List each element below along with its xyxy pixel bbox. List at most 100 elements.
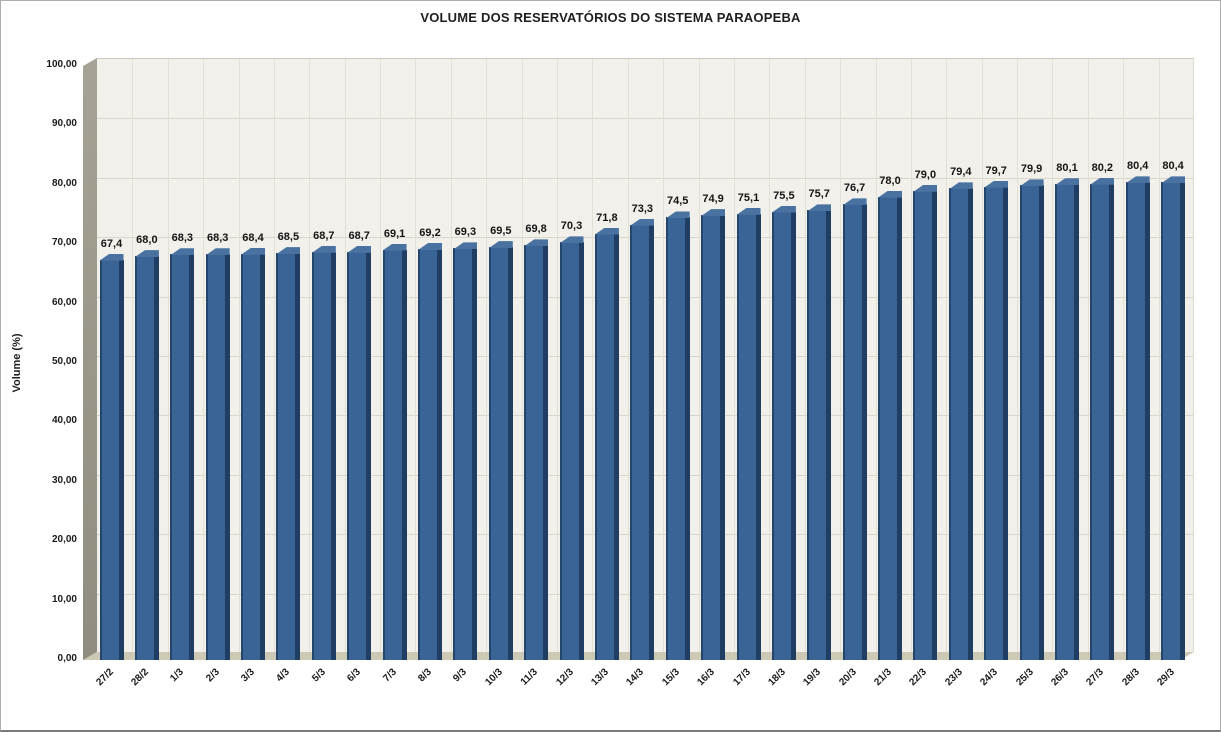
bar-top-face: [241, 247, 265, 255]
bar-top-face: [99, 253, 124, 261]
category-separator: [982, 59, 983, 652]
bar-top-face: [1125, 176, 1150, 184]
category-separator: [840, 59, 841, 652]
data-label: 79,9: [1020, 163, 1043, 176]
bar-front-face: [807, 210, 832, 660]
data-label: 79,0: [914, 168, 937, 181]
bar: [665, 211, 690, 660]
y-tick-label: 80,00: [51, 177, 77, 189]
bar: [594, 227, 619, 660]
bar-top-face: [134, 250, 159, 258]
data-label: 69,8: [525, 223, 547, 236]
bar: [170, 248, 195, 660]
bar-front-face: [701, 215, 726, 660]
data-label: 79,4: [950, 166, 972, 179]
bar-front-face: [347, 251, 372, 660]
data-label: 76,7: [843, 182, 866, 195]
data-label: 69,1: [383, 227, 406, 240]
bar: [984, 180, 1009, 660]
category-separator: [1159, 59, 1160, 652]
data-label: 67,4: [100, 237, 123, 250]
data-label: 68,7: [313, 229, 335, 242]
bar: [382, 243, 407, 660]
bar-front-face: [1019, 185, 1044, 660]
y-tick-label: 100,00: [46, 59, 77, 70]
bar-front-face: [1055, 184, 1079, 660]
bar: [134, 250, 159, 660]
bar-front-face: [382, 249, 407, 660]
x-tick-label: 12/3: [553, 666, 576, 689]
bar-front-face: [630, 224, 655, 660]
category-separator: [1017, 59, 1018, 652]
y-tick-label: 0,00: [57, 653, 77, 664]
x-tick-label: 3/3: [239, 666, 257, 685]
bar-top-face: [170, 248, 195, 256]
bar-front-face: [311, 251, 336, 660]
category-separator: [1088, 59, 1089, 652]
category-separator: [805, 59, 806, 652]
bar: [771, 205, 796, 660]
bar: [1090, 177, 1115, 660]
category-separator: [1123, 59, 1124, 652]
x-tick-label: 4/3: [274, 666, 293, 685]
y-tick-label: 60,00: [51, 296, 77, 308]
bar-top-face: [701, 209, 726, 217]
category-separator: [309, 59, 310, 652]
bar-front-face: [913, 190, 938, 660]
bar-front-face: [453, 248, 478, 660]
category-separator: [592, 59, 593, 652]
bar-front-face: [1161, 182, 1186, 660]
bar: [913, 184, 938, 660]
data-label: 75,7: [808, 188, 830, 201]
x-tick-label: 21/3: [872, 666, 894, 689]
x-tick-label: 25/3: [1013, 666, 1036, 689]
data-label: 68,5: [277, 231, 300, 244]
data-label: 74,9: [702, 193, 724, 206]
bar-front-face: [1125, 182, 1150, 660]
bar-front-face: [878, 196, 902, 660]
x-tick-label: 10/3: [483, 666, 505, 689]
bar-top-face: [913, 184, 938, 192]
bar-front-face: [418, 248, 442, 660]
bar-top-face: [736, 207, 761, 215]
data-label: 69,5: [490, 225, 512, 238]
data-label: 79,7: [985, 164, 1007, 177]
y-tick-label: 10,00: [51, 593, 77, 605]
data-label: 75,1: [737, 191, 760, 204]
data-label: 68,0: [136, 234, 158, 247]
y-tick-label: 20,00: [51, 534, 77, 546]
x-tick-label: 20/3: [836, 666, 859, 689]
bar-top-face: [382, 243, 407, 251]
bar: [524, 239, 549, 660]
data-label: 68,3: [171, 232, 193, 245]
x-tick-label: 16/3: [695, 666, 717, 689]
bar: [948, 182, 973, 660]
bar-front-face: [948, 188, 973, 660]
y-tick-label: 70,00: [51, 237, 77, 249]
x-tick-label: 6/3: [345, 666, 364, 685]
gridline: [97, 177, 1193, 179]
bar-top-face: [453, 242, 478, 250]
category-separator: [769, 59, 770, 652]
x-tick-label: 28/3: [1120, 666, 1142, 689]
bar-front-face: [205, 254, 230, 660]
bar-top-face: [878, 190, 902, 198]
x-tick-label: 27/2: [93, 666, 116, 689]
x-tick-label: 22/3: [907, 666, 930, 689]
plot-side-wall: [83, 58, 97, 660]
bar: [241, 247, 265, 660]
x-tick-label: 5/3: [310, 666, 328, 685]
x-tick-label: 1/3: [168, 666, 187, 685]
category-separator: [345, 59, 346, 652]
bar: [842, 198, 867, 660]
data-label: 73,3: [631, 202, 653, 215]
bar-front-face: [241, 253, 265, 660]
bar-top-face: [807, 204, 832, 212]
bar: [1161, 176, 1186, 660]
bar: [205, 248, 230, 660]
bar: [736, 207, 761, 660]
x-tick-label: 9/3: [451, 666, 470, 685]
bar-front-face: [842, 204, 867, 660]
y-tick-label: 40,00: [51, 415, 77, 427]
bar-top-face: [524, 239, 549, 247]
